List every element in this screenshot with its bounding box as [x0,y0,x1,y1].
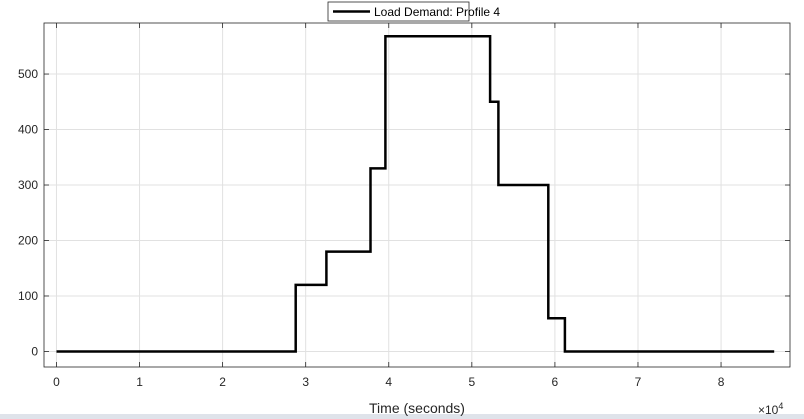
x-tick-label: 8 [718,375,725,389]
x-exponent-base: ×10 [758,403,779,417]
y-tick-label: 500 [18,67,38,81]
series-line [56,35,775,353]
grid [44,23,790,367]
x-tick-label: 1 [136,375,143,389]
x-axis-exponent: ×104 [758,401,783,417]
x-tick-label: 0 [53,375,60,389]
x-tick-label: 2 [219,375,226,389]
y-tick-label: 400 [18,123,38,137]
x-tick-label: 4 [385,375,392,389]
legend: Load Demand: Profile 4 [327,1,500,22]
x-tick-label: 6 [552,375,559,389]
x-tick-label: 3 [302,375,309,389]
legend-label: Load Demand: Profile 4 [374,5,500,19]
x-tick-label: 7 [635,375,642,389]
y-tick-label: 200 [18,233,38,247]
x-exponent-power: 4 [778,401,783,411]
legend-box [327,1,470,22]
y-tick-label: 100 [18,289,38,303]
bottom-strip [0,414,804,419]
y-tick-label: 0 [31,344,38,358]
x-axis-label: Time (seconds) [369,400,465,416]
y-tick-label: 300 [18,178,38,192]
x-tick-label: 5 [468,375,475,389]
ticks: 0 1 2 3 4 5 6 7 8 0 100 200 300 400 500 [18,23,790,389]
series-layer [56,35,775,353]
axes-box [43,22,791,368]
